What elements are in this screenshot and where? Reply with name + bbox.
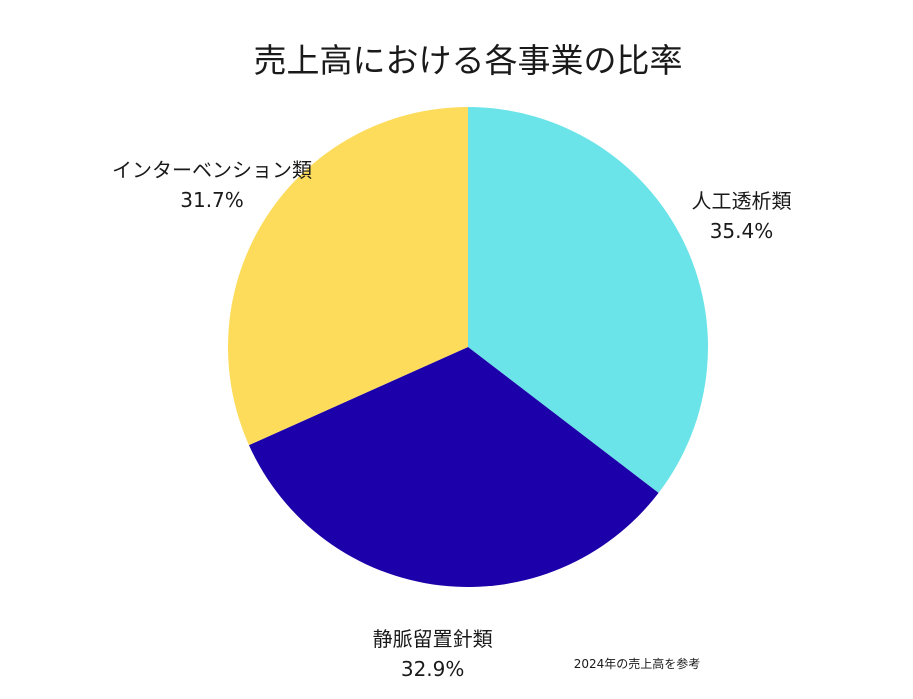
slice-label-2: インターベンション類 [112, 158, 312, 182]
pie-slice-0 [468, 107, 708, 493]
slice-label-0: 人工透析類 [691, 189, 791, 213]
pie-slice-1 [248, 347, 659, 587]
slice-value-0: 35.4% [710, 219, 774, 243]
source-note: 2024年の売上高を参考 [574, 656, 701, 671]
slice-value-2: 31.7% [180, 188, 244, 212]
pie-slices [227, 107, 708, 587]
chart-title: 売上高における各事業の比率 [254, 41, 683, 80]
pie-slice-2 [227, 107, 468, 446]
slice-label-1: 静脈留置針類 [373, 627, 493, 651]
pie-labels: 人工透析類 35.4% 静脈留置針類 32.9% インターベンション類 31.7% [112, 158, 791, 681]
slice-value-1: 32.9% [401, 657, 465, 681]
